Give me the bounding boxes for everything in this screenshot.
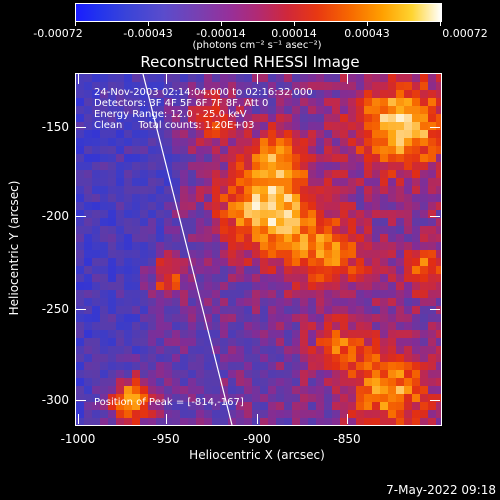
x-axis-label: Heliocentric X (arcsec) bbox=[189, 448, 325, 462]
y-axis-label: Heliocentric Y (arcsec) bbox=[7, 180, 21, 316]
peak-position-text: Position of Peak = [-814,-167] bbox=[94, 397, 244, 408]
y-tick-label: -150 bbox=[41, 120, 69, 134]
y-tick-label: -250 bbox=[41, 302, 69, 316]
axis-tick bbox=[78, 74, 79, 84]
colorbar-tick bbox=[440, 21, 441, 26]
axis-tick bbox=[430, 309, 440, 310]
axis-tick bbox=[430, 216, 440, 217]
axis-tick bbox=[430, 400, 440, 401]
solar-limb-line bbox=[142, 74, 233, 425]
axis-tick bbox=[76, 216, 86, 217]
footer-timestamp: 7-May-2022 09:18 bbox=[386, 483, 496, 497]
axis-tick bbox=[257, 414, 258, 424]
y-tick-label: -300 bbox=[41, 393, 69, 407]
axis-tick bbox=[347, 74, 348, 84]
plot-title: Reconstructed RHESSI Image bbox=[140, 53, 360, 71]
x-tick-label: -1000 bbox=[60, 432, 96, 446]
clean-counts-text: Clean Total counts: 1.20E+03 bbox=[94, 120, 255, 131]
colorbar-tick bbox=[367, 21, 368, 26]
emission-pixels bbox=[76, 74, 441, 425]
image-plot bbox=[75, 73, 442, 426]
energy-range-text: Energy Range: 12.0 - 25.0 keV bbox=[94, 109, 247, 120]
axis-tick bbox=[430, 127, 440, 128]
colorbar-tick-label: -0.00043 bbox=[123, 27, 173, 40]
axis-tick bbox=[166, 74, 167, 84]
colorbar-tick-label: -0.00014 bbox=[196, 27, 246, 40]
axis-tick bbox=[78, 414, 79, 424]
obs-time-text: 24-Nov-2003 02:14:04.000 to 02:16:32.000 bbox=[94, 87, 313, 98]
x-tick-label: -950 bbox=[152, 432, 180, 446]
y-tick-label: -200 bbox=[41, 209, 69, 223]
axis-tick bbox=[76, 127, 86, 128]
colorbar bbox=[75, 3, 442, 22]
axis-tick bbox=[76, 400, 86, 401]
colorbar-tick bbox=[148, 21, 149, 26]
colorbar-tick bbox=[221, 21, 222, 26]
axis-tick bbox=[76, 309, 86, 310]
colorbar-tick bbox=[294, 21, 295, 26]
detectors-text: Detectors: 3F 4F 5F 6F 7F 8F, Att 0 bbox=[94, 98, 269, 109]
colorbar-unit-label: (photons cm⁻² s⁻¹ asec⁻²) bbox=[192, 40, 322, 51]
colorbar-tick-label: 0.00072 bbox=[442, 27, 488, 40]
colorbar-tick-label: 0.00043 bbox=[344, 27, 390, 40]
colorbar-tick bbox=[75, 21, 76, 26]
axis-tick bbox=[166, 414, 167, 424]
x-tick-label: -850 bbox=[333, 432, 361, 446]
axis-tick bbox=[257, 74, 258, 84]
colorbar-tick-label: -0.00072 bbox=[33, 27, 83, 40]
axis-tick bbox=[347, 414, 348, 424]
x-tick-label: -900 bbox=[243, 432, 271, 446]
colorbar-tick-label: 0.00014 bbox=[271, 27, 317, 40]
heatmap-image bbox=[76, 74, 441, 425]
